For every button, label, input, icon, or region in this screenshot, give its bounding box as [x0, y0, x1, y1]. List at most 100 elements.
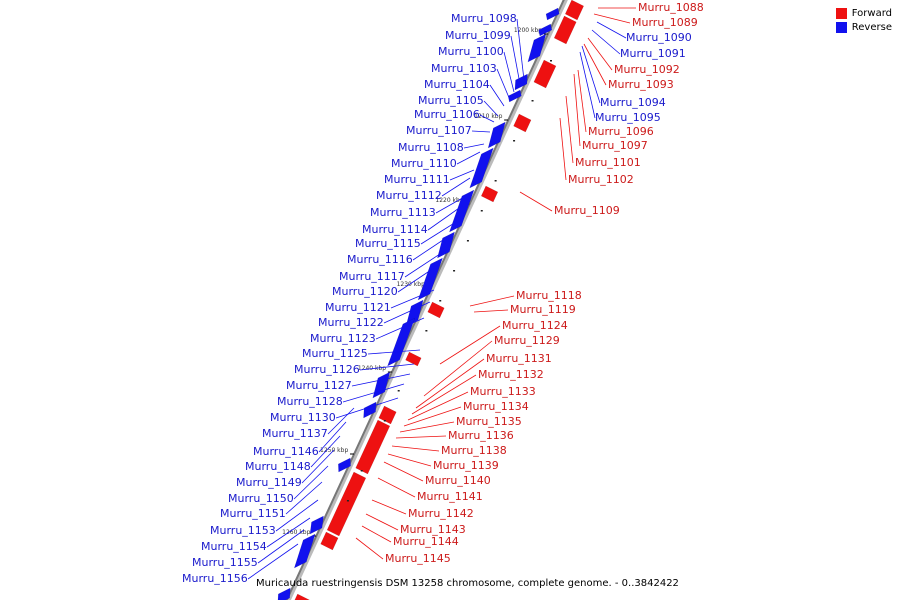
- reverse-gene-10[interactable]: [405, 299, 424, 327]
- forward-gene-label[interactable]: Murru_1109: [554, 204, 620, 217]
- forward-gene-label[interactable]: Murru_1139: [433, 459, 499, 472]
- reverse-gene-label[interactable]: Murru_1112: [376, 189, 442, 202]
- reverse-gene-label[interactable]: Murru_1100: [438, 45, 504, 58]
- reverse-gene-label[interactable]: Murru_1105: [418, 94, 484, 107]
- reverse-gene-label[interactable]: Murru_1110: [391, 157, 457, 170]
- reverse-gene-label[interactable]: Murru_1146: [253, 445, 319, 458]
- reverse-gene-label[interactable]: Murru_1137: [262, 427, 328, 440]
- reverse-gene-9[interactable]: [417, 257, 444, 301]
- reverse-gene-16[interactable]: [293, 533, 316, 569]
- forward-gene-11[interactable]: [294, 593, 310, 600]
- reverse-gene-label[interactable]: Murru_1117: [339, 270, 405, 283]
- forward-gene-10[interactable]: [320, 531, 339, 551]
- reverse-gene-label[interactable]: Murru_1090: [626, 31, 692, 44]
- reverse-gene-label[interactable]: Murru_1128: [277, 395, 343, 408]
- reverse-gene-label[interactable]: Murru_1151: [220, 507, 286, 520]
- reverse-gene-6[interactable]: [469, 147, 494, 189]
- forward-gene-label[interactable]: Murru_1134: [463, 400, 529, 413]
- forward-gene-label[interactable]: Murru_1143: [400, 523, 466, 536]
- reverse-gene-label[interactable]: Murru_1108: [398, 141, 464, 154]
- reverse-gene-label[interactable]: Murru_1148: [245, 460, 311, 473]
- reverse-gene-label[interactable]: Murru_1155: [192, 556, 258, 569]
- reverse-gene-0[interactable]: [545, 7, 560, 21]
- forward-gene-label[interactable]: Murru_1140: [425, 474, 491, 487]
- legend-swatch-reverse: [835, 22, 847, 33]
- reverse-gene-label[interactable]: Murru_1106: [414, 108, 480, 121]
- forward-gene-5[interactable]: [427, 301, 445, 319]
- reverse-gene-label[interactable]: Murru_1113: [370, 206, 436, 219]
- reverse-gene-label[interactable]: Murru_1121: [325, 301, 391, 314]
- reverse-gene-label[interactable]: Murru_1099: [445, 29, 511, 42]
- forward-gene-9[interactable]: [326, 471, 367, 537]
- reverse-gene-label[interactable]: Murru_1091: [620, 47, 686, 60]
- reverse-gene-label[interactable]: Murru_1123: [310, 332, 376, 345]
- reverse-gene-label[interactable]: Murru_1125: [302, 347, 368, 360]
- forward-gene-label[interactable]: Murru_1144: [393, 535, 459, 548]
- forward-gene-label[interactable]: Murru_1142: [408, 507, 474, 520]
- reverse-gene-label[interactable]: Murru_1115: [355, 237, 421, 250]
- forward-gene-7[interactable]: [378, 405, 397, 425]
- reverse-gene-label[interactable]: Murru_1156: [182, 572, 248, 585]
- reverse-gene-label[interactable]: Murru_1150: [228, 492, 294, 505]
- reverse-gene-label[interactable]: Murru_1103: [431, 62, 497, 75]
- forward-gene-4[interactable]: [480, 185, 499, 203]
- forward-gene-label[interactable]: Murru_1088: [638, 1, 704, 14]
- reverse-gene-2[interactable]: [527, 33, 547, 63]
- reverse-leader-line: [441, 177, 471, 197]
- forward-leader-line: [593, 13, 631, 24]
- forward-gene-label[interactable]: Murru_1131: [486, 352, 552, 365]
- forward-gene-label[interactable]: Murru_1136: [448, 429, 514, 442]
- forward-gene-1[interactable]: [553, 15, 577, 45]
- reverse-leader-line: [579, 51, 596, 119]
- forward-gene-label[interactable]: Murru_1097: [582, 139, 648, 152]
- forward-gene-label[interactable]: Murru_1089: [632, 16, 698, 29]
- forward-gene-2[interactable]: [533, 59, 557, 89]
- reverse-gene-label[interactable]: Murru_1149: [236, 476, 302, 489]
- reverse-gene-label[interactable]: Murru_1120: [332, 285, 398, 298]
- reverse-gene-label[interactable]: Murru_1122: [318, 316, 384, 329]
- forward-gene-label[interactable]: Murru_1135: [456, 415, 522, 428]
- reverse-gene-label[interactable]: Murru_1107: [406, 124, 472, 137]
- forward-gene-0[interactable]: [564, 0, 585, 21]
- forward-gene-label[interactable]: Murru_1119: [510, 303, 576, 316]
- reverse-gene-1[interactable]: [538, 23, 553, 37]
- reverse-gene-label[interactable]: Murru_1130: [270, 411, 336, 424]
- reverse-gene-label[interactable]: Murru_1095: [595, 111, 661, 124]
- reverse-gene-17[interactable]: [277, 587, 291, 600]
- forward-gene-8[interactable]: [355, 419, 391, 475]
- forward-gene-label[interactable]: Murru_1102: [568, 173, 634, 186]
- reverse-gene-label[interactable]: Murru_1127: [286, 379, 352, 392]
- forward-gene-label[interactable]: Murru_1132: [478, 368, 544, 381]
- reverse-gene-15[interactable]: [309, 515, 324, 535]
- reverse-gene-label[interactable]: Murru_1114: [362, 223, 428, 236]
- reverse-gene-label[interactable]: Murru_1153: [210, 524, 276, 537]
- forward-gene-6[interactable]: [405, 351, 422, 367]
- forward-gene-label[interactable]: Murru_1129: [494, 334, 560, 347]
- reverse-gene-label[interactable]: Murru_1154: [201, 540, 267, 553]
- reverse-gene-label[interactable]: Murru_1098: [451, 12, 517, 25]
- forward-gene-label[interactable]: Murru_1092: [614, 63, 680, 76]
- forward-gene-label[interactable]: Murru_1141: [417, 490, 483, 503]
- reverse-gene-12[interactable]: [372, 371, 391, 399]
- reverse-gene-label[interactable]: Murru_1111: [384, 173, 450, 186]
- reverse-gene-label[interactable]: Murru_1104: [424, 78, 490, 91]
- forward-gene-label[interactable]: Murru_1101: [575, 156, 641, 169]
- reverse-gene-4[interactable]: [507, 89, 522, 103]
- forward-gene-label[interactable]: Murru_1133: [470, 385, 536, 398]
- reverse-gene-5[interactable]: [487, 121, 506, 149]
- forward-gene-3[interactable]: [513, 113, 532, 133]
- forward-gene-label[interactable]: Murru_1096: [588, 125, 654, 138]
- reverse-gene-7[interactable]: [448, 189, 475, 233]
- forward-gene-label[interactable]: Murru_1093: [608, 78, 674, 91]
- forward-gene-label[interactable]: Murru_1118: [516, 289, 582, 302]
- forward-gene-label[interactable]: Murru_1124: [502, 319, 568, 332]
- forward-gene-label[interactable]: Murru_1145: [385, 552, 451, 565]
- reverse-gene-label[interactable]: Murru_1116: [347, 253, 413, 266]
- reverse-gene-label[interactable]: Murru_1126: [294, 363, 360, 376]
- forward-gene-label[interactable]: Murru_1138: [441, 444, 507, 457]
- reverse-gene-8[interactable]: [437, 231, 455, 259]
- reverse-gene-14[interactable]: [338, 457, 351, 473]
- reverse-gene-label[interactable]: Murru_1094: [600, 96, 666, 109]
